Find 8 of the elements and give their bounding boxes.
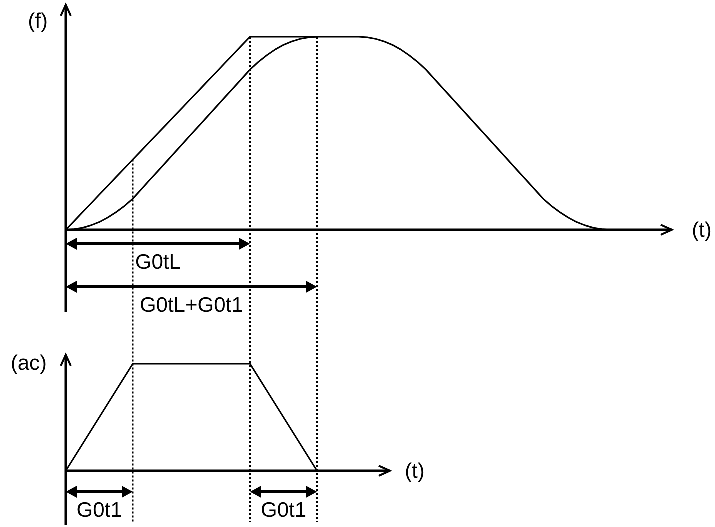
text: G0tL+G0t1	[140, 294, 244, 317]
x-axis-title: (t)	[692, 219, 712, 242]
text: G0t1	[76, 499, 122, 522]
y-axis-title: (f)	[28, 10, 48, 33]
text: G0t1	[260, 499, 307, 522]
text: G0tL	[135, 251, 181, 274]
x-axis-title: (t)	[405, 460, 425, 483]
y-axis-title: (ac)	[10, 352, 47, 375]
